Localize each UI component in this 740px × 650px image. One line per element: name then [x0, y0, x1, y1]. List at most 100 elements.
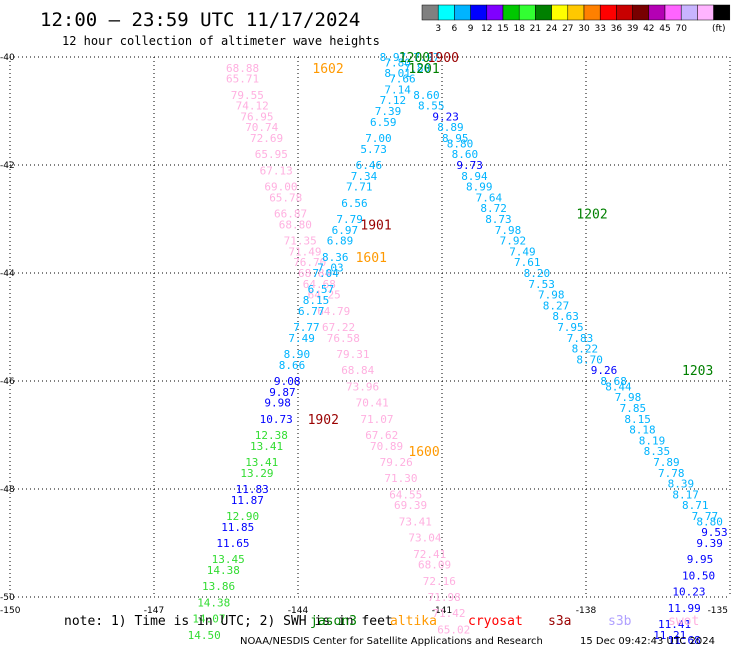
swh-value: 14.38 — [207, 564, 240, 577]
colorbar-unit: (ft) — [712, 24, 726, 34]
swh-value: 70.41 — [356, 397, 389, 410]
swh-value: 7.77 — [692, 510, 719, 523]
swh-value: 68.09 — [418, 559, 451, 572]
swh-value: 70.89 — [370, 440, 403, 453]
colorbar-label: 3 — [435, 24, 441, 34]
swh-value: 7.98 — [538, 289, 565, 302]
swh-value: 9.73 — [456, 159, 483, 172]
swh-value: 14.38 — [197, 596, 230, 609]
swh-value: 69.39 — [394, 499, 427, 512]
swh-value: 10.50 — [682, 569, 715, 582]
swh-value: 5.73 — [360, 143, 387, 156]
swh-value: 65.71 — [226, 73, 259, 86]
colorbar-swatch — [535, 4, 552, 21]
swh-value: 7.39 — [375, 105, 402, 118]
colorbar-swatch — [664, 4, 682, 21]
colorbar-label: 45 — [659, 24, 670, 34]
chart-subtitle: 12 hour collection of altimeter wave hei… — [62, 34, 380, 48]
pass-time-label: 1901 — [360, 218, 391, 233]
y-tick-label: -50 — [0, 593, 15, 603]
swh-value: 9.08 — [274, 375, 301, 388]
swh-value: 73.96 — [346, 380, 379, 393]
swh-value: 71.35 — [284, 235, 317, 248]
swh-value: 6.77 — [298, 305, 325, 318]
swh-value: 8.71 — [682, 499, 709, 512]
swh-value: 8.22 — [572, 343, 599, 356]
swh-value: 8.63 — [552, 310, 579, 323]
swh-value: 68.88 — [226, 62, 259, 75]
swh-value: 7.89 — [653, 456, 680, 469]
colorbar-swatch — [437, 4, 455, 21]
swh-value: 69.00 — [264, 181, 297, 194]
credit-text: NOAA/NESDIS Center for Satellite Applica… — [240, 636, 543, 647]
swh-value: 12.38 — [255, 429, 288, 442]
swh-value: 8.99 — [466, 181, 493, 194]
swh-value: 67.62 — [365, 429, 398, 442]
swh-value: 8.95 — [442, 132, 469, 145]
swh-value: 9.87 — [269, 386, 296, 399]
swh-value: 6.57 — [308, 283, 335, 296]
colorbar-label: 21 — [530, 24, 541, 34]
swh-value: 6.56 — [341, 197, 368, 210]
swh-value: 8.70 — [576, 353, 603, 366]
swh-value: 73.41 — [399, 515, 432, 528]
colorbar-swatch — [518, 4, 536, 21]
swh-value: 76.70 — [293, 256, 326, 269]
swh-value: 73.04 — [408, 532, 441, 545]
note-text: note: 1) Time is in UTC; 2) SWH is in fe… — [64, 614, 393, 629]
swh-value: 68.84 — [341, 364, 374, 377]
pass-time-label: 1601 — [356, 251, 387, 266]
footer-note: note: 1) Time is in UTC; 2) SWH is in fe… — [64, 614, 393, 629]
swh-value: 8.89 — [437, 121, 464, 134]
swh-value: 7.98 — [495, 224, 522, 237]
colorbar-swatch — [680, 4, 698, 21]
swh-value: 72.41 — [413, 548, 446, 561]
swh-value: 7.71 — [346, 181, 373, 194]
swh-value: 7.98 — [615, 391, 642, 404]
swh-value: 65.78 — [269, 191, 302, 204]
swh-value: 70.74 — [245, 121, 278, 134]
swh-value: 8.01 — [384, 67, 411, 80]
colorbar-label: 33 — [594, 24, 605, 34]
swh-value: 9.39 — [696, 537, 723, 550]
colorbar-label: 70 — [675, 24, 687, 34]
swh-value: 12.90 — [226, 510, 259, 523]
swh-value: 7.12 — [380, 94, 407, 107]
swh-value: 8.60 — [413, 89, 440, 102]
pass-time-label: 1201 — [408, 62, 439, 77]
swh-value: 66.87 — [274, 208, 307, 221]
swh-value: 7.95 — [557, 321, 584, 334]
x-tick-label: -150 — [0, 606, 21, 616]
pass-time-label: 1902 — [308, 413, 339, 428]
swh-value: 67.13 — [260, 164, 293, 177]
satellite-name: swot — [668, 614, 699, 629]
swh-value: 7.53 — [528, 278, 555, 291]
swh-value: 11.83 — [236, 483, 269, 496]
swh-value: 72.16 — [423, 575, 456, 588]
satellite-name: s3a — [548, 614, 571, 629]
swh-value: 11.21 — [653, 629, 686, 642]
grid-lines — [9, 56, 731, 598]
colorbar-label: 39 — [627, 24, 639, 34]
colorbar-swatch — [551, 4, 569, 21]
swh-value: 64.68 — [303, 278, 336, 291]
y-tick-label: -40 — [0, 53, 15, 63]
swh-value: 7.92 — [500, 235, 526, 248]
swh-value: 8.17 — [672, 488, 699, 501]
swh-value: 65.02 — [437, 623, 470, 636]
swh-value: 76.95 — [240, 110, 273, 123]
swh-value: 6.59 — [370, 116, 397, 129]
swh-value: 7.04 — [312, 267, 339, 280]
colorbar-label: 6 — [452, 24, 458, 34]
x-tick-label: -144 — [288, 606, 309, 616]
swh-value: 14.07 — [192, 613, 225, 626]
pass-time-label: 1202 — [576, 208, 607, 223]
colorbar-swatch — [502, 4, 520, 21]
swh-value: 71.07 — [360, 413, 393, 426]
swh-value: 7.80 — [404, 62, 431, 75]
colorbar-label: 12 — [481, 24, 492, 34]
swh-value: 79.31 — [336, 348, 369, 361]
swh-value: 8.80 — [696, 515, 723, 528]
y-tick-label: -48 — [0, 485, 15, 495]
